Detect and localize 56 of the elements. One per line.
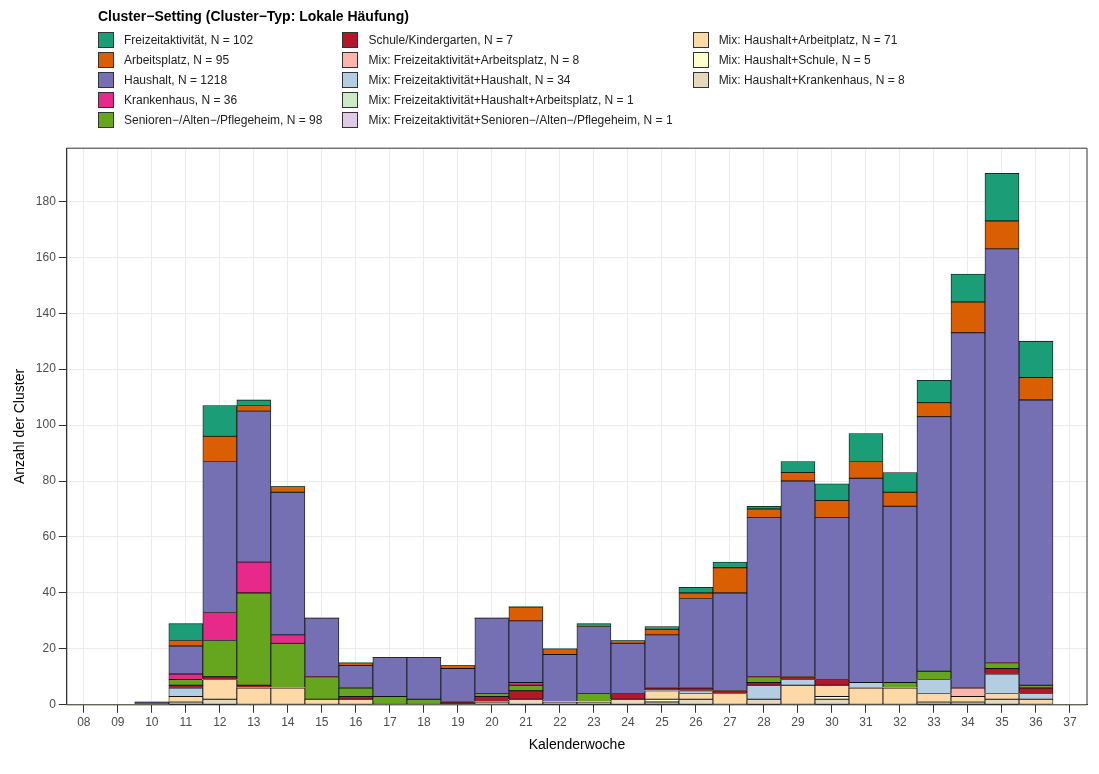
x-tick-label: 29 bbox=[791, 715, 805, 730]
x-tick-label: 09 bbox=[111, 715, 125, 730]
legend-label: Schule/Kindergarten, N = 7 bbox=[368, 33, 513, 47]
legend-label: Krankenhaus, N = 36 bbox=[124, 93, 238, 107]
legend-label: Haushalt, N = 1218 bbox=[124, 73, 228, 87]
x-tick-label: 14 bbox=[281, 715, 295, 730]
x-tick-label: 28 bbox=[757, 715, 771, 730]
legend-label: Mix: Haushalt+Arbeitplatz, N = 71 bbox=[718, 33, 898, 47]
y-tick-label: 160 bbox=[35, 249, 57, 264]
y-tick-label: 0 bbox=[49, 697, 57, 712]
x-tick-label: 26 bbox=[689, 715, 703, 730]
x-tick-label: 23 bbox=[587, 715, 601, 730]
x-tick-label: 30 bbox=[825, 715, 839, 730]
x-tick-label: 08 bbox=[77, 715, 91, 730]
x-axis-title: Kalenderwoche bbox=[528, 736, 626, 753]
x-tick-label: 16 bbox=[349, 715, 363, 730]
x-tick-label: 11 bbox=[179, 715, 193, 730]
x-tick-label: 33 bbox=[927, 715, 941, 730]
legend-label: Senioren−/Alten−/Pflegeheim, N = 98 bbox=[124, 113, 323, 127]
legend-label: Mix: Freizeitaktivität+Arbeitsplatz, N = 8 bbox=[368, 53, 580, 67]
x-tick-label: 34 bbox=[961, 715, 975, 730]
x-tick-label: 32 bbox=[893, 715, 907, 730]
y-tick-label: 140 bbox=[35, 305, 57, 320]
y-tick-label: 80 bbox=[42, 473, 57, 488]
x-tick-label: 15 bbox=[315, 715, 329, 730]
legend-label: Mix: Freizeitaktivität+Senioren−/Alten−/Pflegeheim, N = 1 bbox=[368, 113, 673, 127]
x-tick-label: 24 bbox=[621, 715, 635, 730]
legend-title: Cluster−Setting (Cluster−Typ: Lokale Häufung) bbox=[98, 8, 410, 24]
y-axis-title: Anzahl der Cluster bbox=[11, 368, 28, 485]
y-tick-label: 20 bbox=[42, 641, 57, 656]
x-tick-label: 19 bbox=[451, 715, 465, 730]
legend-label: Freizeitaktivität, N = 102 bbox=[124, 33, 254, 47]
legend-label: Mix: Haushalt+Schule, N = 5 bbox=[718, 53, 871, 67]
y-tick-label: 120 bbox=[35, 361, 57, 376]
legend-label: Mix: Freizeitaktivität+Haushalt, N = 34 bbox=[368, 73, 571, 87]
x-tick-label: 35 bbox=[995, 715, 1009, 730]
y-tick-label: 60 bbox=[42, 529, 57, 544]
x-tick-label: 18 bbox=[417, 715, 431, 730]
x-tick-label: 27 bbox=[723, 715, 737, 730]
x-tick-label: 13 bbox=[247, 715, 261, 730]
x-tick-label: 20 bbox=[485, 715, 499, 730]
x-tick-label: 10 bbox=[145, 715, 159, 730]
x-tick-label: 17 bbox=[383, 715, 397, 730]
legend-label: Mix: Haushalt+Krankenhaus, N = 8 bbox=[718, 73, 905, 87]
x-tick-label: 22 bbox=[553, 715, 567, 730]
y-tick-label: 100 bbox=[35, 417, 57, 432]
legend-label: Arbeitsplatz, N = 95 bbox=[124, 53, 230, 67]
legend-label: Mix: Freizeitaktivität+Haushalt+Arbeitsplatz, N = 1 bbox=[368, 93, 634, 107]
x-tick-label: 31 bbox=[859, 715, 873, 730]
x-tick-label: 12 bbox=[213, 715, 227, 730]
x-tick-label: 21 bbox=[519, 715, 533, 730]
x-tick-label: 37 bbox=[1063, 715, 1077, 730]
x-tick-label: 25 bbox=[655, 715, 669, 730]
x-tick-label: 36 bbox=[1029, 715, 1043, 730]
y-tick-label: 180 bbox=[35, 193, 57, 208]
y-tick-label: 40 bbox=[42, 585, 57, 600]
